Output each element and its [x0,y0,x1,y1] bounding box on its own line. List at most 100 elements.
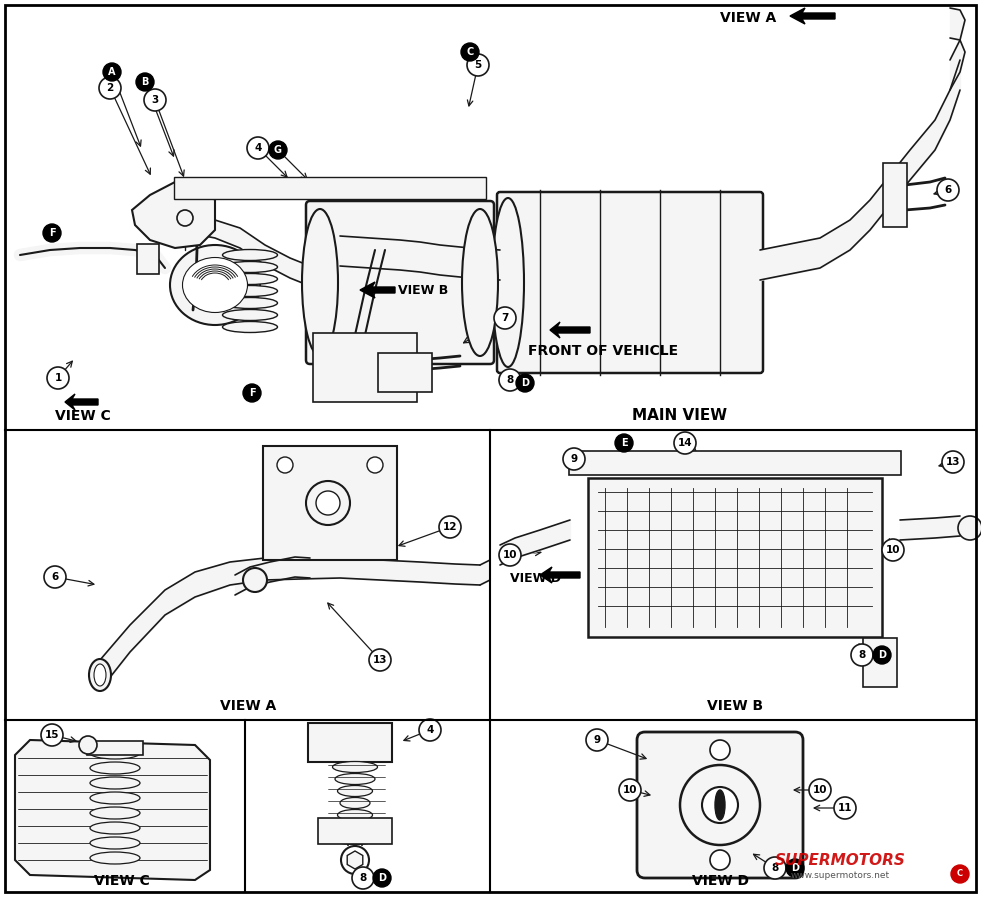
Circle shape [674,432,696,454]
Ellipse shape [182,257,247,312]
Circle shape [499,544,521,566]
FancyBboxPatch shape [378,353,432,392]
Ellipse shape [90,837,140,849]
Circle shape [873,646,891,664]
Text: 5: 5 [475,60,482,70]
FancyBboxPatch shape [637,732,803,878]
Circle shape [306,481,350,525]
Text: 1: 1 [54,373,62,383]
Text: C: C [466,47,474,57]
FancyBboxPatch shape [263,446,397,560]
Circle shape [99,77,121,99]
Ellipse shape [223,298,278,309]
Ellipse shape [340,797,370,808]
Text: 2: 2 [106,83,114,93]
Text: VIEW D: VIEW D [510,571,561,585]
Ellipse shape [89,659,111,691]
Text: 15: 15 [45,730,59,740]
Text: D: D [878,650,886,660]
Circle shape [563,448,585,470]
Ellipse shape [223,321,278,333]
Text: 10: 10 [886,545,901,555]
Circle shape [809,779,831,801]
Circle shape [136,73,154,91]
Text: 12: 12 [442,522,457,532]
Text: VIEW D: VIEW D [692,874,749,888]
Circle shape [494,307,516,329]
Ellipse shape [337,809,373,821]
Circle shape [79,736,97,754]
Circle shape [243,384,261,402]
Circle shape [516,374,534,392]
Text: VIEW A: VIEW A [220,699,276,713]
Circle shape [586,729,608,751]
Polygon shape [360,282,395,298]
Ellipse shape [90,747,140,759]
Text: 13: 13 [946,457,960,467]
Text: 9: 9 [570,454,578,464]
Circle shape [882,539,904,561]
Text: 10: 10 [623,785,638,795]
Text: MAIN VIEW: MAIN VIEW [633,408,728,423]
Ellipse shape [492,198,524,367]
Circle shape [243,568,267,592]
Text: E: E [621,438,627,448]
FancyBboxPatch shape [588,478,882,637]
Text: D: D [378,873,386,883]
Polygon shape [132,182,215,248]
Circle shape [680,765,760,845]
Circle shape [467,54,489,76]
Circle shape [851,644,873,666]
Text: VIEW B: VIEW B [707,699,763,713]
Text: C: C [956,869,963,878]
Text: VIEW B: VIEW B [398,283,448,297]
Text: VIEW A: VIEW A [720,11,776,25]
Circle shape [942,451,964,473]
FancyBboxPatch shape [883,163,907,227]
Ellipse shape [337,786,373,797]
Ellipse shape [90,777,140,789]
Text: 4: 4 [254,143,262,153]
Text: 14: 14 [678,438,693,448]
Text: 13: 13 [373,655,387,665]
Text: 6: 6 [945,185,952,195]
FancyBboxPatch shape [569,451,901,475]
Circle shape [41,724,63,746]
Text: 3: 3 [151,95,159,105]
Circle shape [269,141,287,159]
Text: 8: 8 [506,375,514,385]
Ellipse shape [302,209,338,356]
Polygon shape [15,740,210,880]
Ellipse shape [170,245,260,325]
Circle shape [367,457,383,473]
Text: 9: 9 [594,735,600,745]
Text: VIEW C: VIEW C [94,874,150,888]
Text: FRONT OF VEHICLE: FRONT OF VEHICLE [528,344,678,358]
FancyBboxPatch shape [318,818,392,844]
Circle shape [786,859,804,877]
Ellipse shape [90,792,140,804]
Circle shape [369,649,391,671]
Circle shape [710,850,730,870]
Circle shape [419,719,441,741]
Circle shape [43,224,61,242]
Text: F: F [49,228,55,238]
Circle shape [44,566,66,588]
Text: G: G [274,145,282,155]
Circle shape [373,869,391,887]
Text: D: D [521,378,529,388]
Circle shape [619,779,641,801]
Text: 7: 7 [501,313,509,323]
Text: D: D [791,863,799,873]
Text: 8: 8 [858,650,865,660]
Circle shape [710,740,730,760]
Text: 10: 10 [502,550,517,560]
Ellipse shape [462,209,498,356]
Text: 11: 11 [838,803,852,813]
Ellipse shape [90,762,140,774]
Circle shape [277,457,293,473]
Circle shape [958,516,981,540]
Circle shape [937,179,959,201]
Ellipse shape [90,807,140,819]
Circle shape [702,787,738,823]
